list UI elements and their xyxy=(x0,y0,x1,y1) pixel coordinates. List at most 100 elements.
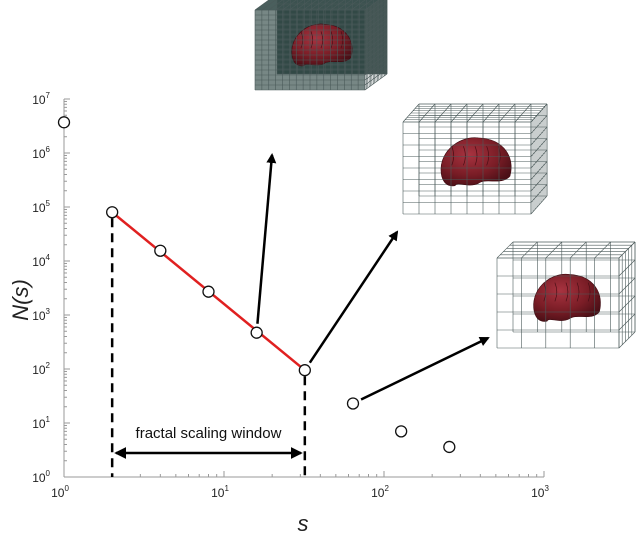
grid-line xyxy=(364,58,388,76)
x-tick-label: 100 xyxy=(51,484,69,500)
x-tick-base: 10 xyxy=(211,486,225,500)
brain-fold xyxy=(486,146,489,166)
x-tick-label: 102 xyxy=(371,484,389,500)
y-tick-exponent: 3 xyxy=(46,307,51,316)
brain-fold xyxy=(463,146,466,166)
inset-arrow xyxy=(256,153,277,324)
x-tick-base: 10 xyxy=(371,486,385,500)
grid-line xyxy=(323,0,339,11)
data-point xyxy=(154,244,167,257)
y-axis-label: N(s) xyxy=(8,279,33,321)
inset-arrow xyxy=(308,230,399,364)
data-point xyxy=(395,425,408,438)
grid-line xyxy=(545,241,563,259)
x-tick-exponent: 2 xyxy=(384,484,389,493)
y-tick-base: 10 xyxy=(32,93,46,107)
grid-line xyxy=(514,103,532,123)
x-tick-label: 103 xyxy=(531,484,549,500)
y-tick-base: 10 xyxy=(32,417,46,431)
x-tick-exponent: 0 xyxy=(64,484,69,493)
grid-line xyxy=(364,53,388,71)
y-tick-exponent: 5 xyxy=(46,199,51,208)
y-tick-label: 104 xyxy=(32,253,50,269)
grid-line xyxy=(357,0,373,11)
x-tick-label: 101 xyxy=(211,484,229,500)
y-tick-base: 10 xyxy=(32,363,46,377)
grid-line xyxy=(344,0,359,11)
x-axis-label: s xyxy=(298,511,309,536)
data-point xyxy=(57,116,71,129)
data-point xyxy=(106,206,119,219)
grid-line xyxy=(618,241,636,259)
x-tick-exponent: 3 xyxy=(544,484,549,493)
grid-line xyxy=(364,63,388,81)
grid-line xyxy=(530,172,548,192)
grid-line xyxy=(594,241,611,259)
data-point xyxy=(443,440,456,454)
data-points xyxy=(57,116,456,454)
grid-line xyxy=(618,295,636,313)
y-tick-base: 10 xyxy=(32,471,46,485)
y-tick-label: 107 xyxy=(32,91,50,107)
grid-line xyxy=(530,161,548,180)
brain-fold xyxy=(451,146,455,166)
data-point xyxy=(298,364,311,377)
brain-fold xyxy=(474,146,478,166)
y-tick-base: 10 xyxy=(32,201,46,215)
brain-fold xyxy=(587,282,591,302)
y-tick-label: 105 xyxy=(32,199,50,215)
medium-grid-brain xyxy=(402,103,548,215)
grid-line xyxy=(618,277,636,295)
x-tick-base: 10 xyxy=(51,486,65,500)
grid-line xyxy=(521,241,538,259)
grid-line xyxy=(364,38,388,56)
coarse-grid-brain xyxy=(496,241,636,349)
y-tick-base: 10 xyxy=(32,147,46,161)
grid-insets xyxy=(254,0,636,349)
brain-icon xyxy=(533,274,601,322)
y-tick-label: 106 xyxy=(32,145,50,161)
inset-arrow xyxy=(360,336,490,401)
inset-arrows xyxy=(256,153,490,401)
brain-fold xyxy=(576,282,580,302)
brain-fold xyxy=(565,282,569,302)
grid-line xyxy=(498,103,516,123)
data-point xyxy=(250,326,263,339)
fine-grid-brain xyxy=(254,0,388,91)
x-tick-exponent: 1 xyxy=(224,484,229,493)
window-label: fractal scaling window xyxy=(136,425,282,442)
grid-line xyxy=(496,241,514,259)
grid-line xyxy=(337,0,352,11)
y-tick-exponent: 1 xyxy=(46,415,51,424)
y-tick-exponent: 4 xyxy=(46,253,51,262)
y-tick-base: 10 xyxy=(32,255,46,269)
grid-line xyxy=(569,241,587,259)
x-tick-base: 10 xyxy=(531,486,545,500)
grid-line xyxy=(482,103,500,123)
data-point xyxy=(346,397,360,410)
grid-line xyxy=(364,68,388,86)
grid-line xyxy=(618,331,636,349)
grid-line xyxy=(364,0,380,11)
grid-line xyxy=(530,195,548,215)
grid-line xyxy=(364,48,388,66)
grid-line xyxy=(364,43,388,61)
y-tick-exponent: 6 xyxy=(46,145,51,154)
y-tick-label: 101 xyxy=(32,415,50,431)
y-tick-label: 103 xyxy=(32,307,50,323)
data-point xyxy=(202,285,215,298)
y-tick-label: 100 xyxy=(32,469,50,485)
y-tick-exponent: 2 xyxy=(46,361,51,370)
y-tick-exponent: 0 xyxy=(46,469,51,478)
grid-line xyxy=(330,0,345,11)
scaling-window: fractal scaling window xyxy=(110,218,307,477)
grid-line xyxy=(618,259,636,277)
grid-line xyxy=(618,313,636,331)
grid-line xyxy=(364,73,388,91)
grid-line xyxy=(530,103,548,123)
y-tick-exponent: 7 xyxy=(46,91,51,100)
brain-fold xyxy=(554,282,558,302)
y-tick-label: 102 xyxy=(32,361,50,377)
grid-line xyxy=(530,184,548,203)
